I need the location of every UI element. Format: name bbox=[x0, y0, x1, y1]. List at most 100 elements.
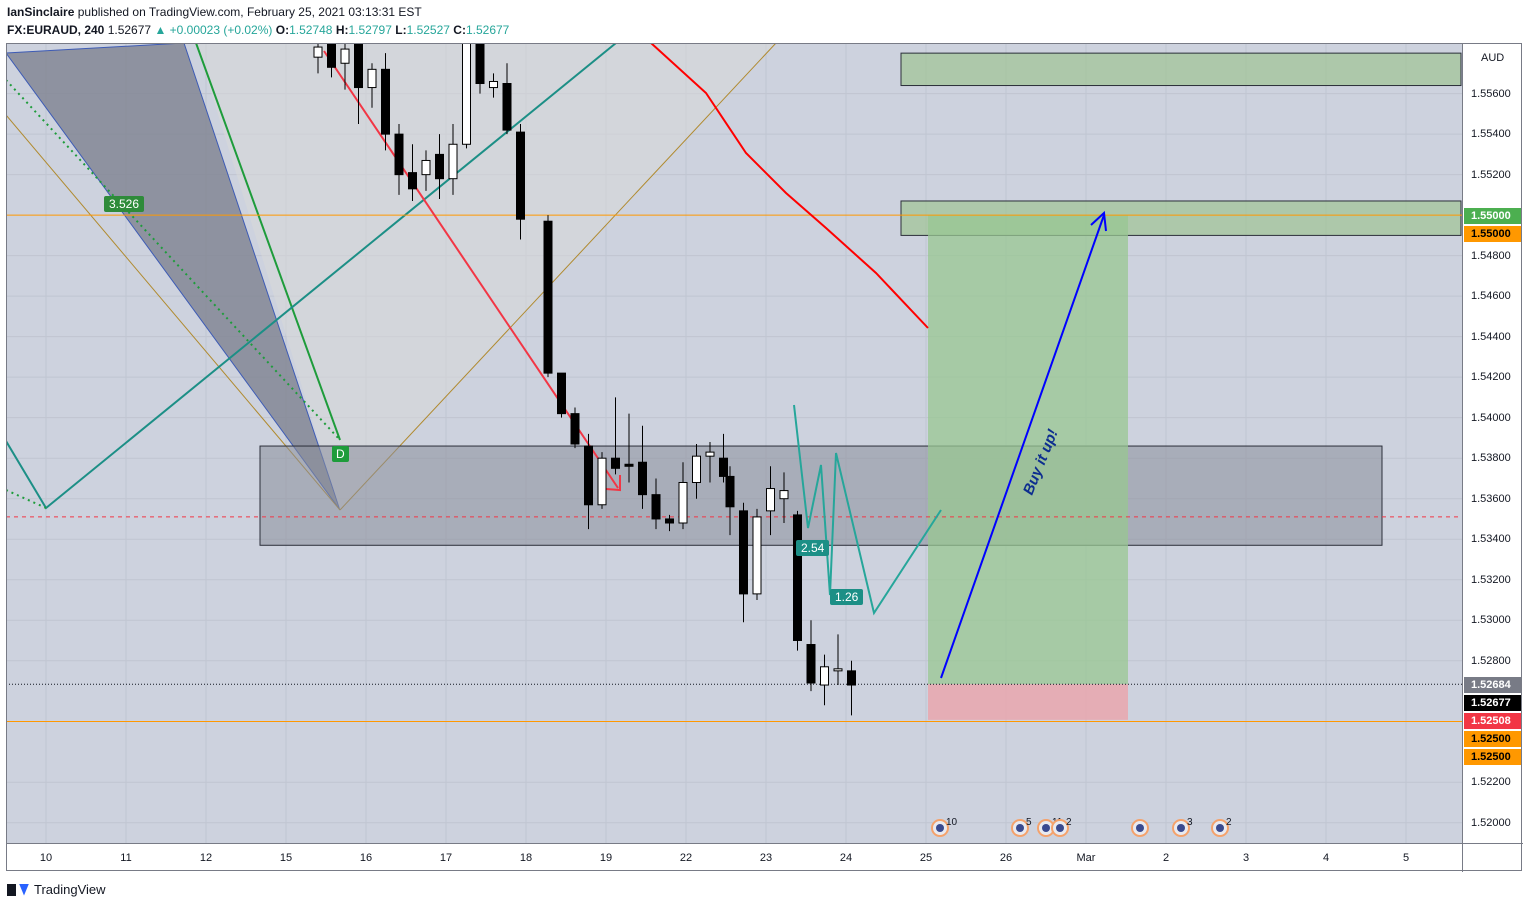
profit-area bbox=[928, 215, 1128, 685]
price-tick: 1.53600 bbox=[1471, 492, 1511, 505]
open-label: O: bbox=[275, 23, 290, 37]
event-flag-dot-3 bbox=[1056, 824, 1064, 832]
harmonic-wedge bbox=[6, 43, 341, 511]
price-tick: 1.54000 bbox=[1471, 411, 1511, 424]
candle-body-20 bbox=[597, 457, 607, 506]
price-axis[interactable]: AUD 1.55600 1.55400 1.55200 1.54800 1.54600 1… bbox=[1462, 43, 1523, 843]
candle-body-26 bbox=[678, 481, 688, 524]
candle-body-0 bbox=[313, 46, 323, 58]
candle-body-14 bbox=[502, 83, 512, 131]
high-label: H: bbox=[335, 23, 349, 37]
candle-body-27 bbox=[692, 455, 701, 483]
candle-body-15 bbox=[516, 131, 525, 220]
time-tick: Mar bbox=[1076, 852, 1096, 864]
candle-body-33 bbox=[766, 488, 775, 512]
footer: TradingView bbox=[7, 882, 106, 897]
price-tag[interactable]: 1.52508 bbox=[1464, 713, 1522, 729]
time-tick: 12 bbox=[199, 852, 213, 864]
close-label: C: bbox=[453, 23, 466, 37]
time-tick: 16 bbox=[359, 852, 373, 864]
author-name[interactable]: IanSinclaire bbox=[7, 5, 75, 19]
candle-body-16 bbox=[543, 220, 553, 374]
chart-plot-area[interactable]: 10511232 3.526 D 2.54 1.26 Buy it up! bbox=[6, 43, 1462, 843]
candle-body-8 bbox=[421, 159, 431, 176]
price-tag[interactable]: 1.55000 bbox=[1464, 226, 1522, 242]
harmonic-green-line bbox=[195, 43, 341, 441]
point-d-label[interactable]: D bbox=[332, 446, 349, 462]
footer-brand[interactable]: TradingView bbox=[34, 882, 106, 897]
publisher-line: IanSinclaire published on TradingView.co… bbox=[7, 5, 422, 19]
low-label: L: bbox=[395, 23, 407, 37]
time-tick: 11 bbox=[120, 852, 132, 864]
last-price: 1.52677 bbox=[107, 23, 152, 37]
close-value: 1.52677 bbox=[465, 23, 510, 37]
candle-body-5 bbox=[381, 68, 390, 135]
candle-body-22 bbox=[624, 463, 634, 467]
candle-body-24 bbox=[651, 494, 661, 520]
axis-corner bbox=[1462, 843, 1523, 872]
price-tick: 1.54800 bbox=[1471, 249, 1511, 262]
time-tick: 23 bbox=[759, 852, 773, 864]
price-tag[interactable]: 1.55000 bbox=[1464, 208, 1522, 224]
candle-body-39 bbox=[847, 670, 856, 686]
price-tag[interactable]: 1.52500 bbox=[1464, 731, 1522, 747]
candle-body-2 bbox=[340, 48, 350, 64]
price-tag[interactable]: 1.52684 bbox=[1464, 677, 1522, 693]
candle-body-7 bbox=[408, 172, 417, 190]
harmonic-leg-right bbox=[339, 43, 777, 511]
published-text: published on TradingView.com, February 2… bbox=[77, 5, 422, 19]
price-tick: 1.52000 bbox=[1471, 816, 1511, 829]
price-tag[interactable]: 1.52677 bbox=[1464, 695, 1522, 711]
event-count-1: 5 bbox=[1026, 817, 1032, 828]
price-tick: 1.53000 bbox=[1471, 614, 1511, 627]
price-tick: 1.54600 bbox=[1471, 290, 1511, 303]
candle-body-12 bbox=[475, 43, 485, 85]
candle-body-36 bbox=[806, 644, 816, 684]
teal-dotted bbox=[6, 489, 47, 509]
candle-body-34 bbox=[779, 490, 789, 500]
time-tick: 25 bbox=[919, 852, 933, 864]
ratio-label-1[interactable]: 3.526 bbox=[104, 196, 145, 212]
tradingview-logo-icon bbox=[7, 883, 29, 896]
harmonic-triangle bbox=[196, 43, 776, 510]
candle-body-19 bbox=[584, 445, 593, 506]
candle-body-4 bbox=[367, 68, 377, 89]
harmonic-leg-left bbox=[6, 114, 341, 511]
ratio-label-3[interactable]: 1.26 bbox=[830, 589, 864, 605]
event-flag-dot-1 bbox=[1016, 824, 1024, 832]
ratio-label-2[interactable]: 2.54 bbox=[796, 540, 830, 556]
chart-canvas[interactable]: 10511232 bbox=[6, 43, 1462, 843]
high-value: 1.52797 bbox=[348, 23, 392, 37]
low-value: 1.52527 bbox=[406, 23, 450, 37]
buy-arrow-head bbox=[1090, 210, 1107, 232]
time-tick: 3 bbox=[1242, 852, 1250, 864]
event-count-6: 2 bbox=[1226, 817, 1232, 828]
candle-body-10 bbox=[448, 143, 458, 180]
event-flag-dot-6 bbox=[1216, 824, 1224, 832]
candle-body-37 bbox=[820, 666, 829, 686]
price-tick: 1.55600 bbox=[1471, 87, 1511, 100]
harmonic-dotted-line bbox=[6, 79, 341, 441]
time-axis[interactable]: 10 11 12 15 16 17 18 19 22 23 24 25 26 Mar 2 3 4 5 bbox=[6, 843, 1462, 872]
event-flag-dot-0 bbox=[936, 824, 944, 832]
buy-arrow-line bbox=[940, 214, 1105, 679]
price-tick: 1.54200 bbox=[1471, 371, 1511, 384]
event-flag-dot-4 bbox=[1136, 824, 1144, 832]
candle-body-35 bbox=[793, 514, 802, 641]
candle-body-30 bbox=[725, 475, 735, 508]
price-tick: 1.55400 bbox=[1471, 128, 1511, 141]
event-flag-dot-2 bbox=[1042, 824, 1050, 832]
time-tick: 24 bbox=[839, 852, 853, 864]
candle-body-31 bbox=[739, 510, 748, 595]
candle-body-6 bbox=[394, 133, 404, 176]
candle-body-21 bbox=[611, 457, 620, 469]
candle-body-1 bbox=[327, 43, 336, 68]
time-tick: 22 bbox=[679, 852, 693, 864]
symbol-label[interactable]: FX:EURAUD, 240 bbox=[7, 23, 105, 37]
price-tick: 1.54400 bbox=[1471, 330, 1511, 343]
demand-zone bbox=[259, 445, 1383, 546]
time-tick: 26 bbox=[999, 852, 1013, 864]
price-tick: 1.53400 bbox=[1471, 533, 1511, 546]
time-tick: 5 bbox=[1402, 852, 1410, 864]
price-tag[interactable]: 1.52500 bbox=[1464, 749, 1522, 765]
